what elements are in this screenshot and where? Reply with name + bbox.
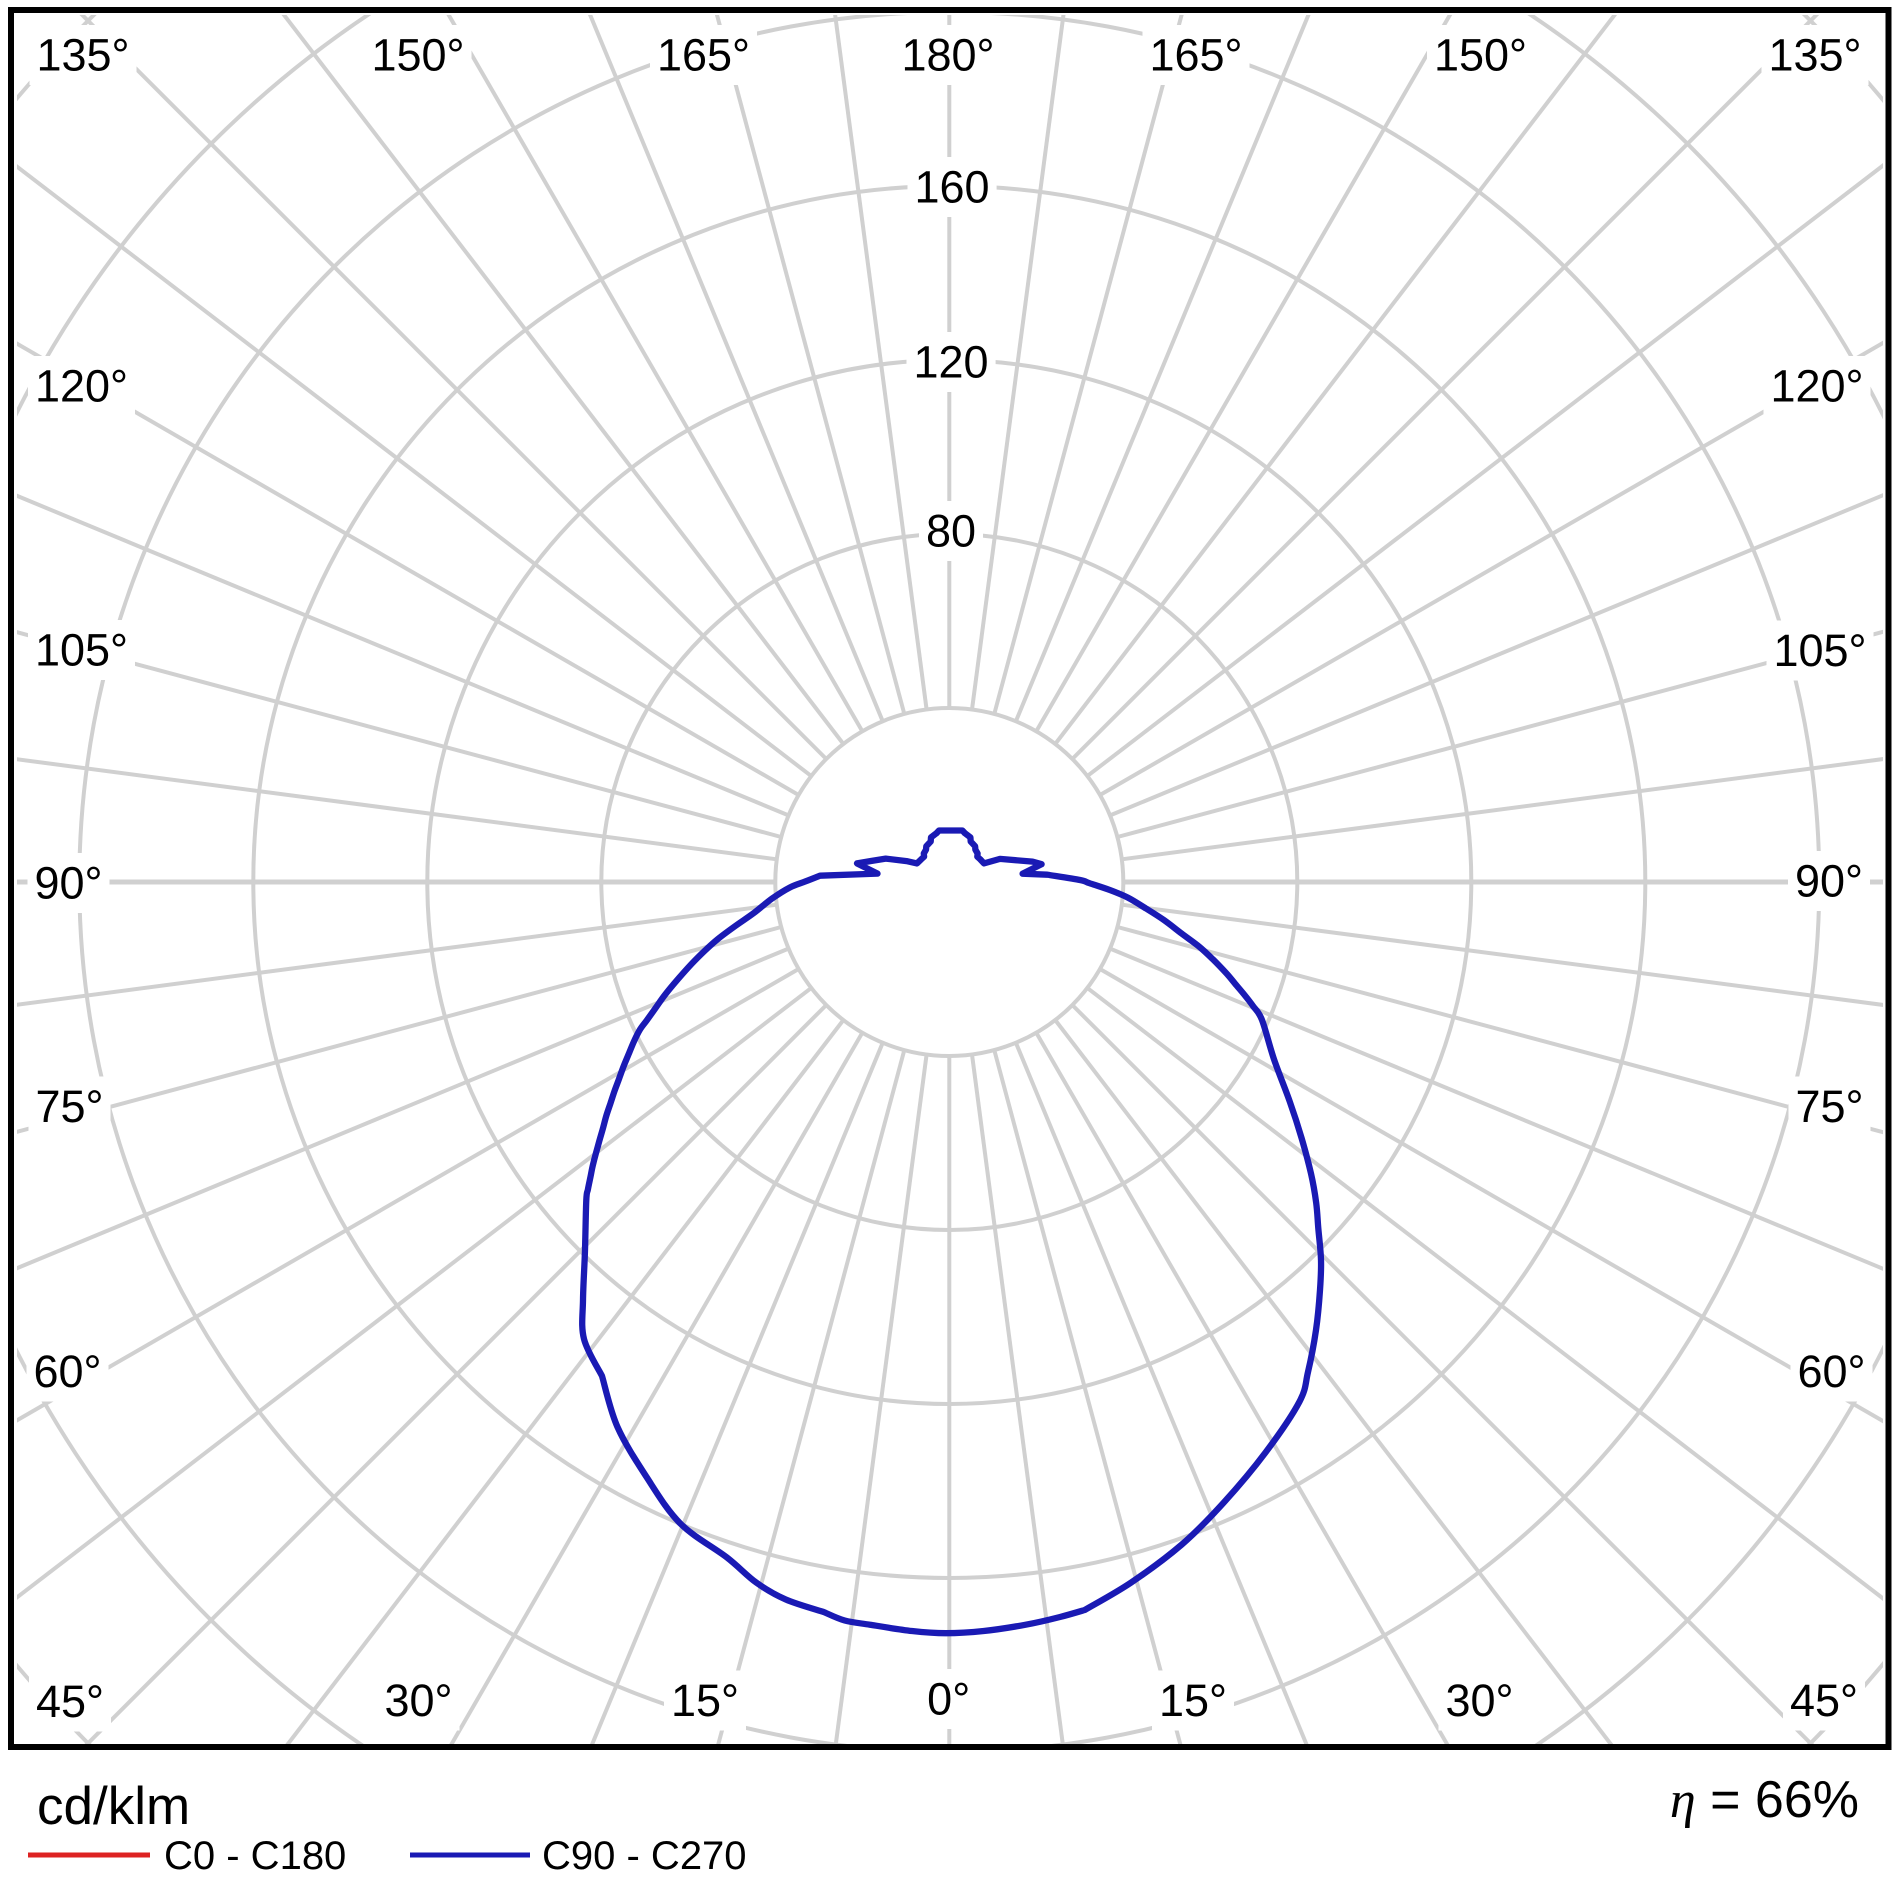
svg-text:60°: 60° [33,1346,101,1397]
svg-text:75°: 75° [1795,1081,1863,1132]
svg-text:90°: 90° [1795,856,1863,907]
svg-text:180°: 180° [901,30,994,81]
svg-text:150°: 150° [371,30,464,81]
svg-text:165°: 165° [1149,30,1242,81]
svg-text:120: 120 [913,337,988,388]
svg-text:75°: 75° [35,1081,103,1132]
svg-text:η = 66%: η = 66% [1670,1771,1859,1829]
svg-text:0°: 0° [927,1674,970,1725]
svg-text:90°: 90° [34,858,102,909]
svg-text:135°: 135° [1768,30,1861,81]
svg-text:30°: 30° [384,1675,452,1726]
svg-text:cd/klm: cd/klm [37,1777,190,1836]
svg-text:C0 - C180: C0 - C180 [164,1834,346,1878]
svg-text:105°: 105° [1773,625,1866,676]
svg-text:120°: 120° [1770,361,1863,412]
svg-text:60°: 60° [1797,1346,1865,1397]
svg-text:C90 - C270: C90 - C270 [542,1834,747,1878]
svg-text:120°: 120° [35,361,128,412]
svg-text:160: 160 [914,162,989,213]
svg-text:30°: 30° [1445,1675,1513,1726]
svg-text:150°: 150° [1434,30,1527,81]
svg-text:15°: 15° [1159,1675,1227,1726]
svg-text:15°: 15° [671,1675,739,1726]
svg-text:165°: 165° [657,30,750,81]
svg-text:45°: 45° [36,1676,104,1727]
svg-text:105°: 105° [35,625,128,676]
svg-text:135°: 135° [36,30,129,81]
svg-text:45°: 45° [1790,1675,1858,1726]
svg-text:80: 80 [926,506,976,557]
